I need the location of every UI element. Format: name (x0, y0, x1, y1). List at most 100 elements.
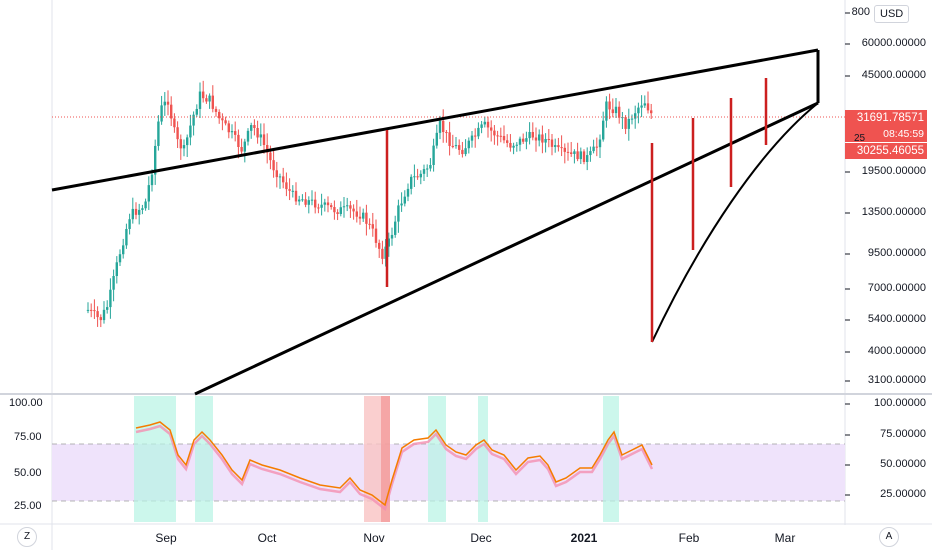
rsi-band (52, 444, 845, 501)
candle-body (288, 189, 291, 191)
indicator-right-label: 75.00000 (880, 428, 926, 440)
countdown-tag: 08:45:59 (845, 126, 927, 142)
candle-body (138, 209, 141, 215)
candle-body (448, 132, 451, 146)
candle-body (554, 145, 557, 147)
candle-body (547, 138, 550, 140)
candle-body (512, 145, 515, 148)
candle-body (464, 148, 467, 155)
candle-body (157, 121, 160, 146)
highlight-zone (381, 396, 390, 522)
candle-body (317, 207, 320, 209)
candle-body (349, 205, 352, 209)
time-label: Nov (363, 531, 385, 545)
candle-body (570, 152, 573, 154)
candle-body (109, 289, 112, 308)
auto-scale-button[interactable]: A (879, 527, 899, 547)
last-price-tag: 31691.78571 (845, 110, 927, 126)
candle-body (272, 160, 275, 171)
candle-body (573, 151, 576, 154)
time-label: Feb (678, 531, 700, 545)
zoom-button[interactable]: Z (17, 527, 37, 547)
highlight-zone (134, 396, 176, 522)
price-axis-ticks (845, 12, 850, 496)
candle-body (426, 168, 429, 170)
candle-body (586, 155, 589, 162)
price-label: 3100.00000 (867, 374, 926, 386)
candle-body (176, 127, 179, 140)
candle-body (224, 120, 227, 124)
candle-body (525, 138, 528, 142)
candle-body (320, 204, 323, 208)
candle-body (342, 206, 346, 208)
candle-body (400, 203, 403, 206)
candle-body (189, 125, 192, 138)
candle-body (304, 199, 307, 205)
partial-price-label: 25 (854, 133, 866, 144)
candle-body (282, 176, 285, 183)
indicator-left-label: 25.00 (14, 500, 42, 512)
candle-body (602, 120, 605, 140)
candle-body (160, 105, 163, 122)
candle-body (438, 120, 442, 133)
candle-body (125, 228, 128, 246)
candle-body (394, 221, 397, 235)
candle-body (496, 135, 499, 137)
candle-body (454, 145, 458, 147)
candle-body (592, 146, 595, 152)
highlight-zone (428, 396, 446, 522)
candle-body (202, 91, 205, 99)
candle-body (355, 211, 358, 217)
candle-body (131, 208, 134, 220)
highlight-zone (478, 396, 488, 522)
candle-body (330, 205, 333, 208)
candle-body (269, 152, 272, 161)
candle-body (266, 144, 269, 153)
candle-body (234, 131, 237, 135)
candle-body (515, 144, 518, 146)
price-label: 800 (851, 6, 870, 18)
candle-body (128, 219, 131, 229)
candle-body (634, 113, 637, 119)
price-label: 45000.00000 (861, 69, 926, 81)
candle-body (243, 141, 246, 152)
candle-body (544, 138, 547, 143)
candle-body (557, 145, 560, 148)
price-label: 60000.00000 (861, 37, 926, 49)
candle-body (640, 105, 643, 108)
candle-body (390, 234, 394, 239)
candle-body (502, 135, 506, 141)
candle-body (506, 140, 509, 143)
time-label: Mar (774, 531, 796, 545)
candle-body (486, 121, 490, 128)
candle-body (211, 95, 214, 109)
candle-body (134, 208, 138, 215)
candle-body (195, 108, 198, 115)
time-label: Oct (257, 531, 277, 545)
candle-body (630, 118, 634, 120)
time-label: Dec (470, 531, 492, 545)
candle-body (563, 147, 566, 152)
candle-body (253, 125, 256, 128)
candle-body (278, 176, 282, 178)
candle-body (371, 224, 374, 229)
currency-button[interactable]: USD (874, 5, 910, 23)
candle-body (122, 245, 125, 255)
candle-body (410, 176, 413, 189)
candle-body (208, 95, 211, 102)
time-label: 2021 (570, 531, 598, 545)
candle-body (608, 101, 611, 110)
candle-body (96, 311, 99, 318)
candle-body (218, 111, 221, 119)
candle-body (106, 307, 109, 310)
candle-body (326, 202, 330, 206)
candle-body (339, 207, 342, 215)
drawings[interactable] (51, 48, 820, 396)
candle-body (618, 106, 621, 118)
candle-body (522, 138, 525, 142)
candle-body (422, 169, 426, 174)
candle-body (214, 108, 218, 112)
candle-body (333, 207, 336, 213)
candle-body (416, 176, 419, 178)
